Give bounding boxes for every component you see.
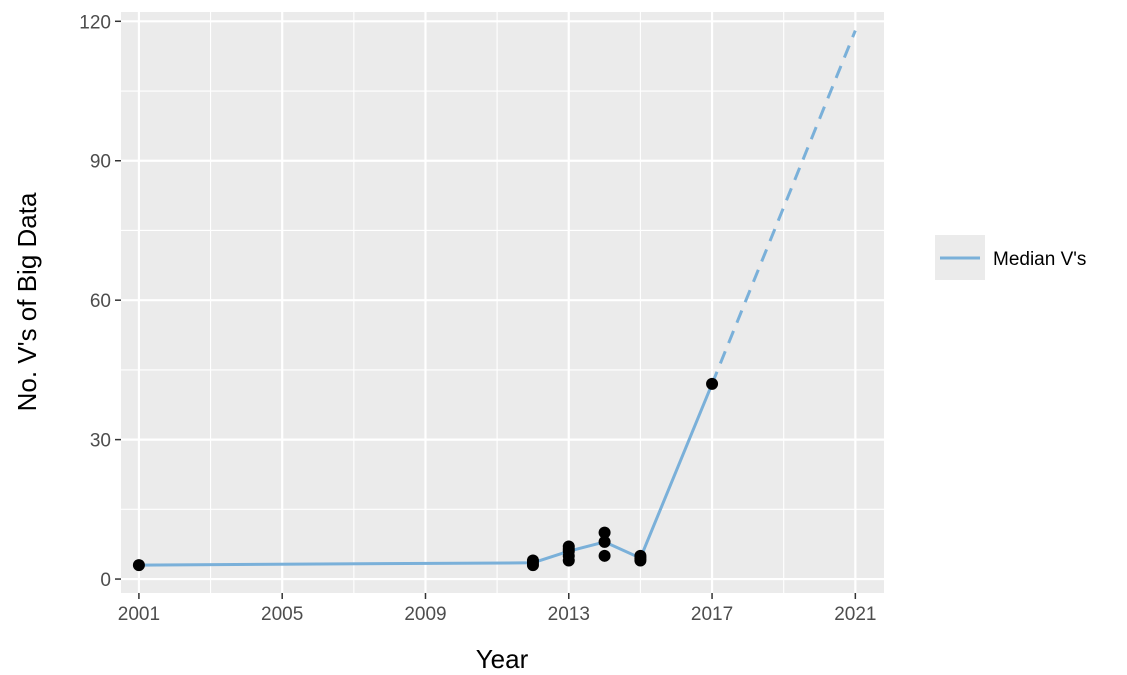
points-layer — [132, 377, 719, 572]
data-point — [526, 554, 539, 567]
grid-major — [121, 12, 884, 593]
x-tick-label: 2021 — [834, 604, 876, 625]
x-axis-title: Year — [476, 644, 529, 674]
grid-minor — [121, 12, 884, 593]
legend: Median V's — [935, 235, 1086, 280]
data-point — [634, 549, 647, 562]
y-axis-title: No. V's of Big Data — [12, 192, 42, 411]
plot-panel — [121, 12, 884, 593]
x-axis: 2001 2005 2009 2013 2017 2021 — [118, 593, 876, 625]
data-point — [706, 377, 719, 390]
series-layer — [138, 30, 857, 567]
legend-label: Median V's — [993, 249, 1086, 270]
data-point — [132, 559, 145, 572]
data-point — [562, 540, 575, 553]
x-tick-label: 2009 — [404, 604, 446, 625]
y-tick-label: 120 — [79, 12, 111, 33]
data-point — [598, 535, 611, 548]
data-point — [598, 549, 611, 562]
x-tick-label: 2001 — [118, 604, 160, 625]
data-point — [598, 526, 611, 539]
y-tick-label: 0 — [100, 570, 111, 591]
y-tick-label: 30 — [90, 431, 111, 452]
x-tick-label: 2005 — [261, 604, 303, 625]
y-tick-label: 60 — [90, 291, 111, 312]
y-tick-label: 90 — [90, 152, 111, 173]
series-line-median — [138, 383, 714, 567]
x-tick-label: 2013 — [548, 604, 590, 625]
x-tick-label: 2017 — [691, 604, 733, 625]
series-line-projection — [710, 30, 857, 385]
y-axis: 0 30 60 90 120 — [79, 12, 121, 591]
